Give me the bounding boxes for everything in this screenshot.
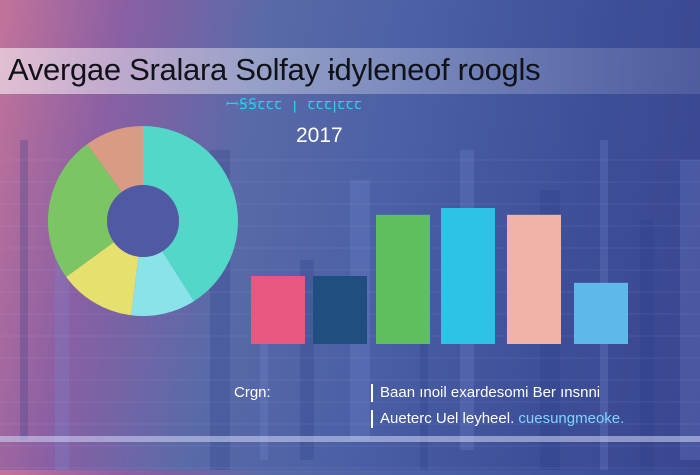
bar-2	[313, 276, 367, 344]
bg-baseline-strip	[0, 436, 700, 442]
bg-column	[260, 300, 268, 460]
caption-divider-2	[371, 410, 373, 428]
pie-slice-4	[48, 144, 122, 277]
chart-year: 2017	[296, 124, 343, 147]
bar-1	[251, 276, 305, 344]
caption-line-1: Baan ınoil exardesomi Ber ınsnni	[380, 384, 601, 401]
bg-column	[640, 220, 654, 470]
chart-subtitle: ꟷꞨꞨꞇꞇꞇ ꞁ ꞇꞇꞇꞁꞇꞇꞇ	[226, 95, 363, 113]
caption-left: Crgn:	[234, 384, 271, 401]
chart-title: Avergae Sralara Solfay ɨdyleneof roogls	[8, 52, 541, 87]
bar-4	[441, 208, 495, 344]
bg-column	[420, 260, 428, 470]
caption-line-2-b: cuesungmeoke.	[518, 410, 625, 427]
bg-column	[20, 140, 28, 440]
pie-slice-3	[66, 242, 139, 316]
title-band	[0, 48, 700, 94]
bar-5	[507, 214, 561, 344]
pie-slice-2	[131, 251, 194, 316]
bg-column	[680, 160, 700, 460]
caption-line-2: Aueterc Uel leyheel. cuesungmeoke.	[380, 410, 624, 427]
bar-3	[376, 214, 430, 344]
donut-hole	[107, 185, 179, 257]
caption-divider-1	[371, 384, 373, 402]
pie-slice-5	[87, 126, 143, 192]
pie-slice-1	[143, 126, 238, 302]
caption-line-2-a: Aueterc Uel leyheel.	[380, 410, 519, 427]
bar-6	[574, 282, 628, 344]
